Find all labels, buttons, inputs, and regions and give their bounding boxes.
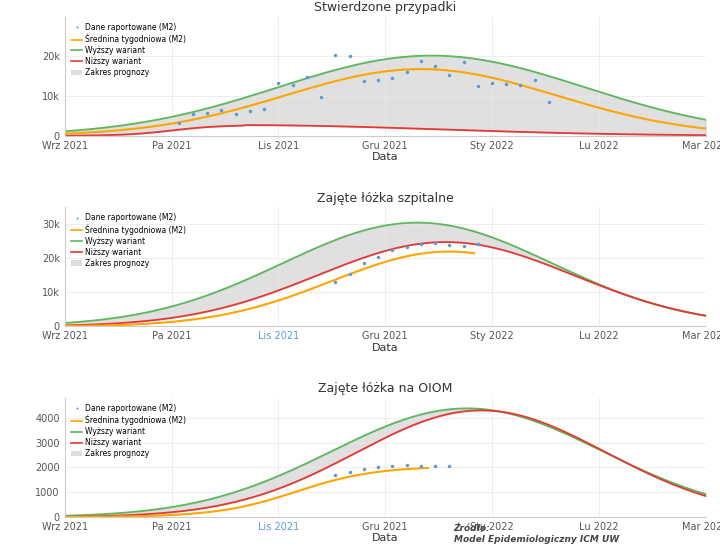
Legend: Dane raportowane (M2), Średnina tygodniowa (M2), Wyższy wariant, Niższy wariant,: Dane raportowane (M2), Średnina tygodnio… [68,402,189,460]
Point [372,76,384,85]
Point [415,461,426,470]
Point [444,240,455,249]
Point [401,461,413,470]
Point [344,269,356,278]
Point [173,119,184,128]
Text: Źródło:
Model Epidemiologiczny ICM UW: Źródło: Model Epidemiologiczny ICM UW [454,524,618,544]
Point [344,52,356,61]
Point [287,81,298,90]
Point [387,245,398,254]
Legend: Dane raportowane (M2), Średnina tygodniowa (M2), Wyższy wariant, Niższy wariant,: Dane raportowane (M2), Średnina tygodnio… [68,211,189,270]
Point [187,110,199,118]
Point [202,108,213,117]
Point [458,242,469,251]
Point [429,239,441,247]
Point [344,468,356,476]
X-axis label: Data: Data [372,152,398,162]
Point [415,240,426,249]
Point [500,80,512,88]
Point [358,465,369,474]
Point [315,93,327,102]
Point [472,240,484,249]
Point [444,70,455,79]
Point [472,82,484,91]
Point [486,79,498,88]
Point [401,243,413,252]
Point [330,51,341,60]
Point [273,79,284,88]
X-axis label: Data: Data [372,533,398,543]
Point [372,252,384,261]
Title: Zajęte łóżka szpitalne: Zajęte łóżka szpitalne [317,192,454,205]
Point [301,72,312,81]
Point [529,75,541,84]
Point [372,463,384,471]
Point [401,67,413,76]
Point [330,470,341,479]
Legend: Dane raportowane (M2), Średnina tygodniowa (M2), Wyższy wariant, Niższy wariant,: Dane raportowane (M2), Średnina tygodnio… [68,21,189,79]
Point [429,461,441,470]
Title: Stwierdzone przypadki: Stwierdzone przypadki [314,1,456,14]
Point [358,259,369,268]
Point [230,110,241,118]
Point [429,62,441,71]
Point [358,76,369,85]
Point [387,461,398,470]
Point [415,57,426,66]
Point [458,58,469,67]
Point [543,98,554,107]
Point [216,106,228,115]
Point [444,461,455,470]
Point [258,105,270,114]
X-axis label: Data: Data [372,342,398,353]
Title: Zajęte łóżka na OIOM: Zajęte łóżka na OIOM [318,383,452,395]
Point [330,278,341,287]
Point [515,81,526,90]
Point [387,74,398,83]
Point [244,106,256,115]
